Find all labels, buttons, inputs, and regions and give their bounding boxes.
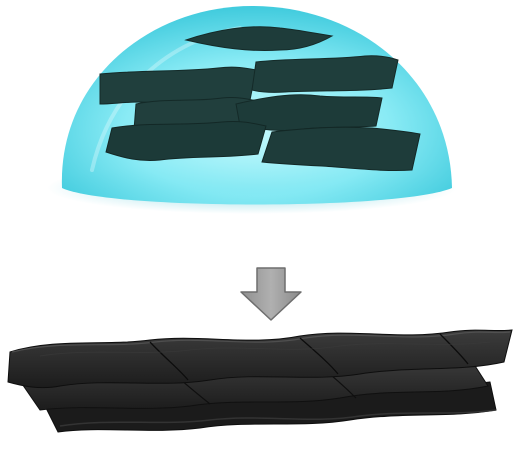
down-arrow-icon — [240, 267, 302, 321]
sheet-middle-right — [235, 94, 383, 131]
stacked-layers — [7, 329, 513, 433]
layer-top — [7, 329, 513, 389]
sheet-lower-left — [105, 121, 267, 161]
dispersion-droplet — [47, 6, 457, 214]
sheet-lower-right — [261, 126, 421, 172]
sheet-top — [184, 26, 334, 51]
sheet-upper-right — [251, 55, 399, 93]
